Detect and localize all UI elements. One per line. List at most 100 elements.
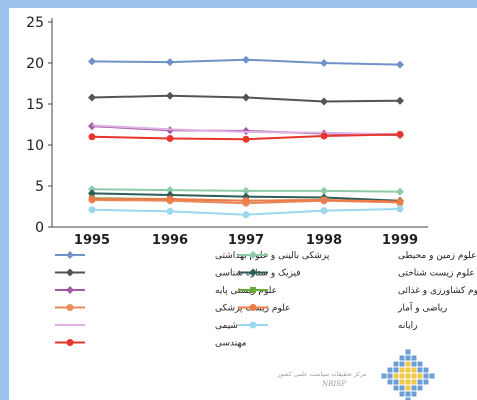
logo-tile xyxy=(423,379,429,385)
series-10-point xyxy=(396,130,404,138)
logo-tile xyxy=(405,397,411,400)
legend-label-9: رایانه xyxy=(398,321,417,331)
series-0-point xyxy=(396,60,404,69)
series-9-point xyxy=(396,205,404,213)
logo-tile xyxy=(399,367,405,373)
logo-tile xyxy=(405,367,411,373)
series-1-point xyxy=(320,186,328,195)
logo-tile xyxy=(393,379,399,385)
logo-tile xyxy=(417,361,423,367)
series-1-point xyxy=(166,186,174,195)
legend-swatch-7-point xyxy=(249,304,257,311)
logo-tile xyxy=(399,361,405,367)
legend-label-5: علوم کشاورزی و غذائی xyxy=(398,286,477,296)
x-tick-label: 1998 xyxy=(306,233,342,248)
logo-tile xyxy=(399,391,405,397)
legend-swatch-5-point xyxy=(250,287,256,293)
logo-tile xyxy=(417,373,423,379)
logo-tile xyxy=(399,355,405,361)
x-tick-label: 1996 xyxy=(152,233,188,248)
series-10-point xyxy=(320,132,328,140)
logo-tile xyxy=(411,367,417,373)
series-10-point xyxy=(88,133,96,141)
series-2-point xyxy=(242,93,250,102)
y-tick-label: 15 xyxy=(26,97,44,113)
logo-tile xyxy=(399,385,405,391)
series-0-point xyxy=(88,57,96,66)
series-7-point xyxy=(166,195,174,203)
logo-tile xyxy=(411,379,417,385)
series-9-point xyxy=(88,206,96,214)
series-1-point xyxy=(396,187,404,196)
series-1-point xyxy=(242,186,250,195)
watermark-abbrev: NRISP xyxy=(321,380,346,388)
series-7-point xyxy=(88,195,96,203)
logo-tile xyxy=(411,361,417,367)
series-0-point xyxy=(242,55,250,64)
logo-tile xyxy=(423,373,429,379)
legend-swatch-3-point xyxy=(249,268,257,277)
legend-swatch-2-point xyxy=(66,268,74,277)
logo-tile xyxy=(405,361,411,367)
series-7-point xyxy=(242,197,250,205)
watermark-text: مرکز تحقیقات سیاست علمی کشور xyxy=(276,371,366,378)
logo-tile xyxy=(417,385,423,391)
logo-tile xyxy=(393,367,399,373)
series-10-point xyxy=(166,134,174,142)
series-0-point xyxy=(166,58,174,67)
legend-swatch-10-point xyxy=(66,339,74,346)
series-2-point xyxy=(88,93,96,102)
y-tick-label: 5 xyxy=(35,179,44,195)
series-8-line xyxy=(91,124,401,136)
legend-label-8: شیمی xyxy=(215,321,238,331)
y-tick-label: 20 xyxy=(26,56,44,72)
y-tick-label: 0 xyxy=(35,220,44,236)
logo-tile xyxy=(387,379,393,385)
logo-tile xyxy=(405,379,411,385)
logo-tile xyxy=(411,391,417,397)
logo-tile xyxy=(411,385,417,391)
x-tick-label: 1997 xyxy=(228,233,264,248)
legend-label-7: ریاضی و آمار xyxy=(397,302,447,314)
logo-tile xyxy=(393,361,399,367)
logo-tile xyxy=(399,373,405,379)
y-tick-label: 25 xyxy=(26,15,44,31)
slide-frame-top xyxy=(0,0,477,8)
logo-tile xyxy=(405,391,411,397)
x-tick-label: 1999 xyxy=(382,233,418,248)
series-0-point xyxy=(320,59,328,67)
series-9-point xyxy=(166,207,174,215)
logo-tile xyxy=(393,373,399,379)
logo-tile xyxy=(405,385,411,391)
logo-tile xyxy=(411,373,417,379)
logo-tile xyxy=(417,367,423,373)
series-7-point xyxy=(320,196,328,204)
logo-tile xyxy=(387,373,393,379)
logo-tile xyxy=(381,373,387,379)
x-tick-label: 1995 xyxy=(74,233,110,248)
logo-tile xyxy=(399,379,405,385)
legend-label-10: مهندسی xyxy=(215,339,247,349)
logo-tile xyxy=(417,379,423,385)
series-2-point xyxy=(396,96,404,105)
series-9-point xyxy=(320,207,328,215)
legend-swatch-6-point xyxy=(66,304,74,311)
logo-tile xyxy=(411,355,417,361)
series-10-point xyxy=(242,135,250,143)
logo-tile xyxy=(393,385,399,391)
logo-tile xyxy=(405,373,411,379)
legend-swatch-4-point xyxy=(66,286,74,294)
legend-label-1: علوم زمین و محیطی xyxy=(398,251,476,261)
logo-tile xyxy=(405,349,411,355)
series-9-point xyxy=(242,211,250,219)
y-tick-label: 10 xyxy=(26,138,44,154)
logo-tile xyxy=(405,355,411,361)
series-7-point xyxy=(396,198,404,206)
logo-tile xyxy=(387,367,393,373)
legend-swatch-0-point xyxy=(66,251,74,259)
series-2-point xyxy=(166,91,174,100)
legend-label-3: علوم زیست شناختی xyxy=(398,269,475,279)
legend-swatch-9-point xyxy=(249,321,257,329)
series-1-point xyxy=(88,185,96,194)
